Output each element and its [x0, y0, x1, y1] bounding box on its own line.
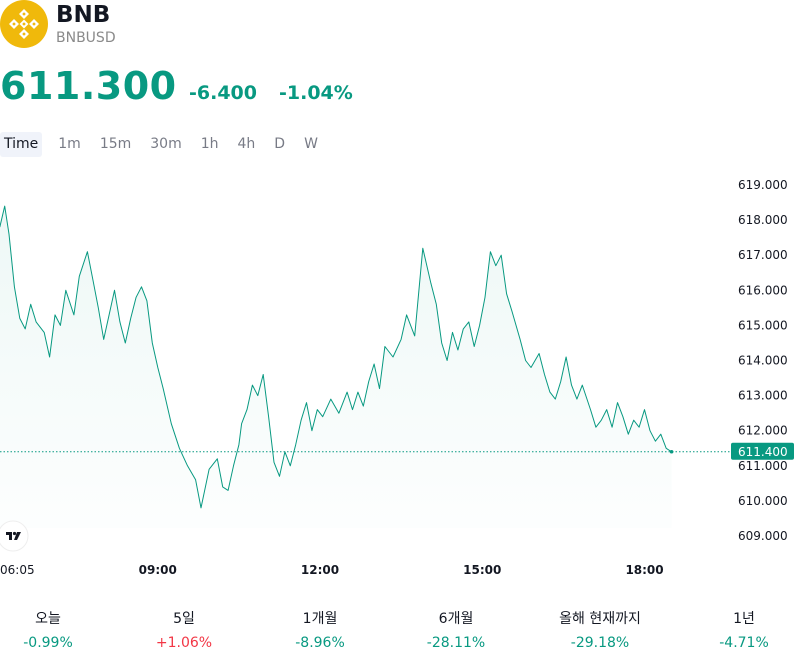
y-tick-label: 616.000: [738, 283, 788, 297]
x-tick-label: 09:00: [139, 563, 177, 577]
last-price-dot: [669, 449, 674, 454]
tab-time[interactable]: Time: [0, 132, 43, 157]
price-chart-svg[interactable]: 619.000 618.000 617.000 616.000 615.000 614.0…: [0, 170, 800, 590]
y-tick-label: 613.000: [738, 389, 788, 403]
symbol-header: BNB BNBUSD: [0, 0, 800, 50]
stat-value: +1.06%: [155, 635, 213, 651]
tradingview-logo-icon[interactable]: [0, 520, 29, 552]
last-price: 611.300: [0, 64, 177, 108]
stat-label: 5일: [173, 611, 195, 627]
tab-4h[interactable]: 4h: [237, 136, 256, 152]
quote-row: 611.300 -6.400 -1.04%: [0, 62, 800, 110]
x-tick-label: 12:00: [301, 563, 339, 577]
price-change-percent: -1.04%: [279, 82, 353, 104]
x-tick-label: 18:00: [625, 563, 663, 577]
tab-d[interactable]: D: [274, 136, 286, 152]
x-tick-label: 15:00: [463, 563, 501, 577]
tab-1m[interactable]: 1m: [58, 136, 81, 152]
stat-value: -28.11%: [426, 635, 486, 651]
stat-6-month[interactable]: 6개월 -28.11%: [386, 608, 526, 654]
tab-1h[interactable]: 1h: [200, 136, 219, 152]
last-price-tag: [731, 442, 794, 460]
stat-year-to-date[interactable]: 올해 현재까지 -29.18%: [530, 608, 670, 654]
stat-1-year[interactable]: 1년 -4.71%: [674, 608, 800, 654]
y-tick-label: 619.000: [738, 178, 788, 192]
y-tick-label: 614.000: [738, 354, 788, 368]
y-tick-label: 610.000: [738, 494, 788, 508]
y-tick-label: 617.000: [738, 248, 788, 262]
stat-value: -29.18%: [570, 635, 630, 651]
y-tick-label: 612.000: [738, 424, 788, 438]
stat-1-month[interactable]: 1개월 -8.96%: [250, 608, 390, 654]
y-tick-label: 611.000: [738, 459, 788, 473]
stat-value: -4.71%: [719, 635, 769, 651]
y-tick-label: 609.000: [738, 529, 788, 543]
stat-5-day[interactable]: 5일 +1.06%: [114, 608, 254, 654]
bnb-logo-icon: [0, 0, 48, 48]
price-change: -6.400: [189, 82, 257, 104]
stat-label: 6개월: [438, 611, 474, 627]
stat-label: 1개월: [302, 611, 338, 627]
last-price-label: 611.400: [738, 445, 788, 459]
price-area-fill: [0, 206, 672, 528]
interval-tabs: Time 1m 15m 30m 1h 4h D W: [0, 132, 337, 157]
stat-label: 오늘: [35, 611, 61, 627]
tab-15m[interactable]: 15m: [99, 136, 132, 152]
price-chart[interactable]: 619.000 618.000 617.000 616.000 615.000 614.0…: [0, 170, 800, 590]
price-line: [0, 205, 672, 509]
stat-value: -8.96%: [295, 635, 345, 651]
y-tick-label: 618.000: [738, 213, 788, 227]
stat-label: 1년: [733, 611, 755, 627]
stat-label: 올해 현재까지: [559, 611, 641, 627]
y-tick-label: 615.000: [738, 318, 788, 332]
tab-w[interactable]: W: [304, 136, 318, 152]
symbol-name: BNB: [56, 2, 111, 28]
symbol-ticker: BNBUSD: [56, 30, 116, 46]
tab-30m[interactable]: 30m: [150, 136, 182, 152]
performance-stats: 오늘 -0.99% 5일 +1.06% 1개월 -8.96% 6개월 -28.1…: [0, 608, 800, 656]
x-tick-label: 06:05: [0, 563, 35, 577]
stat-value: -0.99%: [23, 635, 73, 651]
stat-today[interactable]: 오늘 -0.99%: [0, 608, 118, 654]
